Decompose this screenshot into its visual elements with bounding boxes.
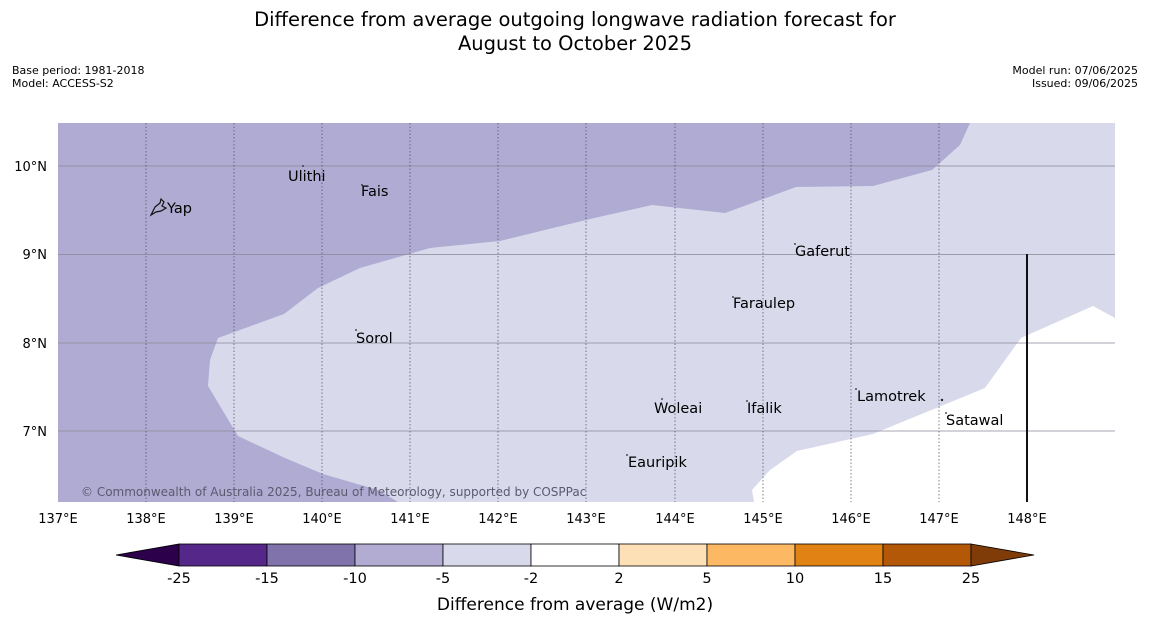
issued-date: Issued: 09/06/2025 xyxy=(1031,77,1138,90)
cb-tick-minus5: -5 xyxy=(436,571,450,587)
colorbar-extend-low xyxy=(115,543,180,567)
cb-tick-15: 15 xyxy=(874,571,892,587)
title-line-1: Difference from average outgoing longwav… xyxy=(254,8,896,31)
label-faraulep: Faraulep xyxy=(733,296,795,312)
cb-tick-2: 2 xyxy=(614,571,623,587)
cb-tick-25: 25 xyxy=(962,571,980,587)
lon-tick-140e: 140°E xyxy=(302,512,342,527)
island-markers xyxy=(302,165,947,456)
ulithi-marker xyxy=(302,165,304,167)
lat-tick-9n: 9°N xyxy=(23,248,48,263)
lon-tick-147e: 147°E xyxy=(919,512,959,527)
label-yap: Yap xyxy=(166,201,192,217)
colorbar-segment-9 xyxy=(882,543,972,567)
cb-tick-minus10: -10 xyxy=(343,571,367,587)
label-gaferut: Gaferut xyxy=(795,244,850,260)
ifalik-marker xyxy=(746,400,748,402)
model-run: Model run: 07/06/2025 xyxy=(1012,64,1138,77)
label-woleai: Woleai xyxy=(654,401,702,417)
lon-gridlines xyxy=(145,123,940,502)
colorbar-segment-2 xyxy=(266,543,356,567)
lon-tick-139e: 139°E xyxy=(214,512,254,527)
map-title: Difference from average outgoing longwav… xyxy=(0,8,1150,56)
label-fais: Fais xyxy=(361,184,388,200)
colorbar-extend-high xyxy=(970,543,1035,567)
place-labels: Yap Ulithi Fais Gaferut Faraulep Sorol L… xyxy=(166,169,1003,471)
colorbar xyxy=(115,543,1035,567)
cb-tick-10: 10 xyxy=(786,571,804,587)
title-line-2: August to October 2025 xyxy=(457,32,693,55)
lat-tick-7n: 7°N xyxy=(23,425,48,440)
base-info: Base period: 1981-2018 Model: ACCESS-S2 xyxy=(12,64,144,90)
lon-tick-141e: 141°E xyxy=(390,512,430,527)
lon-tick-144e: 144°E xyxy=(655,512,695,527)
lat-tick-8n: 8°N xyxy=(23,337,48,352)
lon-tick-137e: 137°E xyxy=(38,512,78,527)
label-satawal: Satawal xyxy=(946,413,1003,429)
colorbar-segment-8 xyxy=(794,543,884,567)
cb-tick-minus2: -2 xyxy=(524,571,538,587)
lon-tick-labels: 137°E 138°E 139°E 140°E 141°E 142°E 143°… xyxy=(38,512,1047,527)
field-band-minus10 xyxy=(58,123,970,502)
satawal-marker xyxy=(945,412,947,414)
fais-marker xyxy=(361,184,363,186)
colorbar-label: Difference from average (W/m2) xyxy=(437,595,713,615)
model-name: Model: ACCESS-S2 xyxy=(12,77,114,90)
gaferut-marker xyxy=(794,243,796,245)
lon-tick-145e: 145°E xyxy=(743,512,783,527)
label-ulithi: Ulithi xyxy=(288,169,326,185)
colorbar-segment-3 xyxy=(354,543,444,567)
lon-tick-138e: 138°E xyxy=(126,512,166,527)
colorbar-segment-7 xyxy=(706,543,796,567)
cb-tick-5: 5 xyxy=(702,571,711,587)
sorol-marker xyxy=(355,329,357,331)
lon-tick-148e: 148°E xyxy=(1007,512,1047,527)
faraulep-marker xyxy=(732,296,734,298)
cb-tick-minus15: -15 xyxy=(255,571,279,587)
lon-tick-143e: 143°E xyxy=(566,512,606,527)
lon-tick-142e: 142°E xyxy=(478,512,518,527)
colorbar-segment-4 xyxy=(442,543,532,567)
colorbar-segment-1 xyxy=(178,543,268,567)
lat-tick-10n: 10°N xyxy=(14,160,47,175)
label-eauripik: Eauripik xyxy=(628,455,687,471)
base-period: Base period: 1981-2018 xyxy=(12,64,145,77)
eauripik-marker xyxy=(626,454,628,456)
colorbar-segment-5 xyxy=(530,543,620,567)
colorbar-segment-6 xyxy=(618,543,708,567)
lat-tick-labels: 10°N 9°N 8°N 7°N xyxy=(14,160,47,440)
lamotrek-marker xyxy=(855,388,857,390)
colorbar-ticks: -25 -15 -10 -5 -2 2 5 10 15 25 xyxy=(167,571,980,587)
anomaly-field xyxy=(58,123,1115,502)
label-ifalik: Ifalik xyxy=(747,401,782,417)
yap-island-outline xyxy=(149,197,168,217)
cb-tick-minus25: -25 xyxy=(167,571,191,587)
run-info: Model run: 07/06/2025 Issued: 09/06/2025 xyxy=(1012,64,1138,90)
copyright-notice: © Commonwealth of Australia 2025, Bureau… xyxy=(81,485,586,499)
label-sorol: Sorol xyxy=(356,331,393,347)
label-lamotrek: Lamotrek xyxy=(857,389,926,405)
lon-tick-146e: 146°E xyxy=(831,512,871,527)
woleai-marker xyxy=(661,398,663,400)
lamotrek-east-marker xyxy=(940,398,944,402)
